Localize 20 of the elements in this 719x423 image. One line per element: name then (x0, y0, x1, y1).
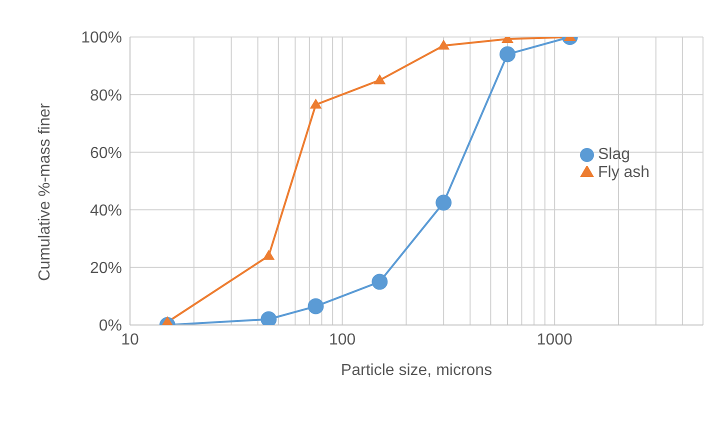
y-tick-label: 100% (81, 30, 122, 47)
y-tick-label: 20% (90, 260, 122, 278)
x-tick-label: 100 (328, 331, 356, 348)
x-axis-title: Particle size, microns (340, 362, 492, 379)
point (500, 46, 516, 62)
point (308, 298, 324, 314)
x-tick-label: 10 (121, 331, 139, 348)
point (372, 274, 388, 290)
y-tick-label: 40% (90, 202, 122, 220)
y-tick-label: 80% (90, 87, 122, 104)
legend-label: Fly ash (598, 164, 650, 181)
y-axis-title: Cumulative %-mass finer (36, 102, 54, 281)
x-tick-label: 1000 (536, 331, 573, 348)
y-tick-label: 0% (98, 318, 122, 335)
legend-label: Slag (598, 146, 630, 163)
point (436, 194, 452, 211)
point (438, 40, 450, 50)
y-tick-label: 60% (90, 144, 122, 162)
point (310, 98, 322, 109)
point (374, 74, 386, 84)
